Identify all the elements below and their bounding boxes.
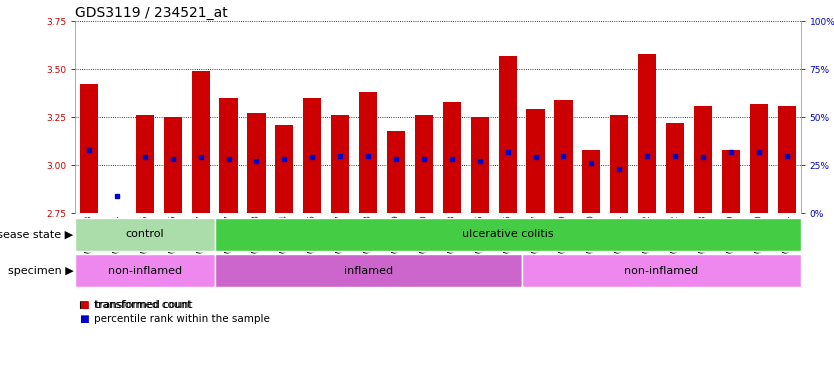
Text: ■  transformed count: ■ transformed count	[79, 300, 193, 310]
Bar	[694, 106, 712, 213]
Text: ■: ■	[79, 300, 89, 310]
Bar	[521, 254, 801, 287]
Bar	[248, 113, 265, 213]
Bar	[331, 115, 349, 213]
Bar	[777, 106, 796, 213]
Bar	[275, 125, 294, 213]
Text: ■: ■	[79, 314, 89, 324]
Bar	[387, 131, 405, 213]
Bar	[666, 123, 684, 213]
Text: ulcerative colitis: ulcerative colitis	[462, 229, 554, 239]
Bar	[555, 100, 572, 213]
Bar	[638, 54, 656, 213]
Bar	[721, 150, 740, 213]
Text: transformed count: transformed count	[94, 300, 192, 310]
Bar	[75, 218, 214, 251]
Text: control: control	[125, 229, 164, 239]
Bar	[526, 109, 545, 213]
Bar	[219, 98, 238, 213]
Bar	[582, 150, 600, 213]
Bar	[136, 115, 154, 213]
Bar	[359, 92, 377, 213]
Bar	[414, 115, 433, 213]
Bar	[499, 56, 517, 213]
Bar	[108, 213, 126, 215]
Bar	[80, 84, 98, 213]
Bar	[470, 117, 489, 213]
Bar	[214, 218, 801, 251]
Text: inflamed: inflamed	[344, 266, 393, 276]
Bar	[75, 254, 214, 287]
Bar	[163, 117, 182, 213]
Bar	[610, 115, 628, 213]
Text: percentile rank within the sample: percentile rank within the sample	[94, 314, 270, 324]
Bar	[750, 104, 768, 213]
Bar	[304, 98, 321, 213]
Bar	[214, 254, 521, 287]
Bar	[443, 102, 461, 213]
Text: specimen ▶: specimen ▶	[8, 266, 73, 276]
Text: non-inflamed: non-inflamed	[108, 266, 182, 276]
Text: non-inflamed: non-inflamed	[624, 266, 698, 276]
Text: GDS3119 / 234521_at: GDS3119 / 234521_at	[75, 6, 228, 20]
Text: disease state ▶: disease state ▶	[0, 229, 73, 239]
Bar	[192, 71, 209, 213]
